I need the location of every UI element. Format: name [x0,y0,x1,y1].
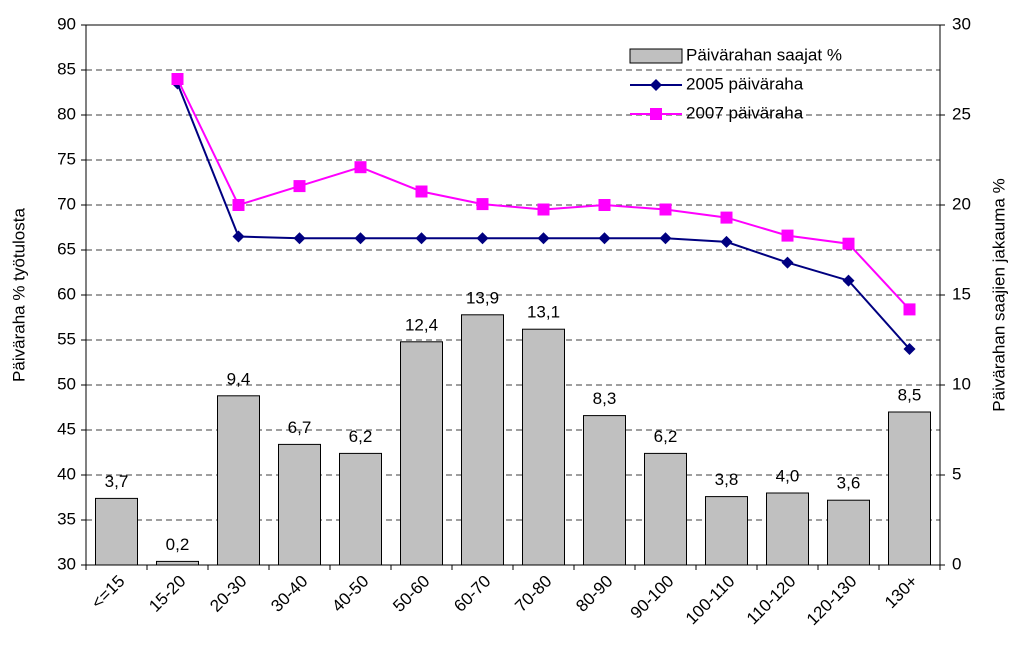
marker [659,232,672,245]
y2-tick-label: 0 [952,554,961,573]
bar [217,395,260,566]
bar [461,314,504,566]
bar [766,492,809,566]
data-label: 3,6 [837,474,861,493]
y-axis-title: Päiväraha % työtulosta [9,208,28,382]
marker [720,211,733,224]
data-label: 9,4 [227,369,251,388]
y-tick-label: 60 [57,284,76,303]
data-label: 0,2 [166,535,190,554]
marker [720,235,733,248]
data-label: 6,7 [288,418,312,437]
bar [827,499,870,566]
marker [903,343,916,355]
marker [232,199,245,211]
marker [598,199,611,211]
marker [903,303,916,316]
legend-label: 2005 päiväraha [686,74,804,93]
data-label: 13,1 [527,303,560,322]
y-tick-label: 40 [57,464,76,483]
bar [583,415,626,566]
y-tick-label: 50 [57,374,76,393]
marker [842,274,855,287]
data-label: 6,2 [349,427,373,446]
marker [598,232,611,245]
bar [95,497,138,566]
bar [156,560,199,566]
bar [400,341,443,566]
data-label: 4,0 [776,466,800,485]
y2-tick-label: 15 [952,284,971,303]
y-tick-label: 65 [57,239,76,258]
y2-axis-title: Päivärahan saajien jakauma % [989,178,1008,411]
marker [293,180,306,193]
marker [537,203,550,216]
bar [522,328,565,566]
marker [659,203,672,216]
marker [781,229,794,242]
y-tick-label: 80 [57,104,76,123]
marker [354,161,367,174]
y-tick-label: 55 [57,329,76,348]
marker [354,232,367,245]
y-tick-label: 85 [57,59,76,78]
marker [476,198,489,211]
legend-marker [650,108,662,120]
marker [415,185,428,198]
data-label: 8,3 [593,389,617,408]
marker [781,256,794,269]
data-label: 8,5 [898,385,922,404]
y2-tick-label: 5 [952,464,961,483]
bar [705,496,748,566]
data-label: 13,9 [466,288,499,307]
legend-label: 2007 päiväraha [686,103,804,122]
bar [888,411,931,566]
marker [842,237,855,250]
marker [171,73,184,85]
bar [644,452,687,566]
y2-tick-label: 20 [952,194,971,213]
legend-marker [650,79,662,91]
data-label: 3,7 [105,472,129,491]
data-label: 12,4 [405,315,438,334]
marker [476,232,489,245]
marker [293,232,306,245]
y-tick-label: 45 [57,419,76,438]
data-label: 3,8 [715,470,739,489]
marker [415,232,428,245]
legend-label: Päivärahan saajat % [686,45,842,64]
y-tick-label: 30 [57,554,76,573]
data-label: 6,2 [654,427,678,446]
marker [232,230,245,243]
y-tick-label: 90 [57,14,76,33]
y-tick-label: 75 [57,149,76,168]
y2-tick-label: 10 [952,374,971,393]
y-tick-label: 70 [57,194,76,213]
marker [537,232,550,245]
y2-tick-label: 25 [952,104,971,123]
bar [339,452,382,566]
legend-swatch [629,48,683,64]
y-tick-label: 35 [57,509,76,528]
bar [278,443,321,566]
y2-tick-label: 30 [952,14,971,33]
